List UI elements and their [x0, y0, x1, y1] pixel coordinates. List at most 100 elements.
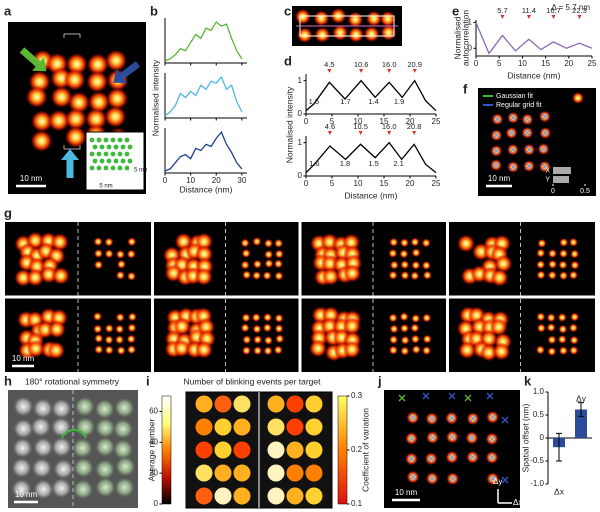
- fit-cross: [541, 163, 549, 170]
- axis-label: Δy: [493, 477, 502, 486]
- blob: [399, 238, 409, 248]
- blob: [94, 459, 115, 480]
- panel-label: h: [4, 373, 12, 388]
- blob: [93, 324, 103, 334]
- y-tick-label: 40: [149, 437, 158, 446]
- peak-marker: [387, 131, 392, 135]
- peak-marker: [359, 69, 364, 73]
- arrow-head: [113, 68, 128, 84]
- blob: [31, 458, 52, 479]
- fit-cross: [488, 454, 496, 461]
- inset-dot: [96, 151, 102, 157]
- x-tick-label: 5: [330, 179, 335, 188]
- axis-title: Distance (nm): [345, 190, 398, 200]
- blob: [569, 345, 579, 355]
- arrow-head: [32, 57, 47, 72]
- blob: [115, 312, 125, 322]
- blob: [95, 417, 116, 438]
- blob: [410, 323, 420, 333]
- line: [164, 75, 243, 117]
- panel-label: e: [452, 3, 459, 18]
- blob: [363, 26, 380, 43]
- blob: [242, 335, 252, 345]
- y-tick-label: 0: [154, 499, 159, 508]
- blob: [94, 334, 104, 344]
- blob: [127, 312, 137, 322]
- inset-dot: [120, 144, 126, 150]
- blob: [570, 312, 580, 322]
- blob: [115, 324, 125, 334]
- peak-marker: [327, 69, 332, 73]
- blob: [570, 260, 580, 270]
- blob: [547, 346, 557, 356]
- blob: [546, 323, 556, 333]
- blob: [73, 479, 94, 500]
- blob: [13, 396, 34, 417]
- target: [214, 441, 232, 459]
- target: [267, 487, 285, 505]
- axis-title: Normalised: [452, 16, 462, 59]
- inset-dot: [110, 151, 116, 157]
- arrow: [119, 61, 141, 79]
- blob: [30, 416, 51, 437]
- inset-dot: [117, 151, 123, 157]
- blob: [389, 237, 399, 247]
- blob: [410, 237, 420, 247]
- fit-cross: [541, 113, 549, 120]
- axis-title: autocorrelation: [460, 10, 470, 67]
- target: [233, 487, 251, 505]
- blob: [389, 260, 399, 270]
- blob: [262, 323, 272, 333]
- blob: [399, 312, 409, 322]
- peak-label: 10.5: [353, 122, 368, 131]
- inset-dot: [89, 137, 95, 143]
- line: [164, 130, 243, 172]
- blob: [85, 108, 108, 131]
- colorbar: [337, 395, 348, 505]
- panel-label: c: [284, 3, 291, 18]
- peak-marker: [526, 15, 531, 19]
- blob: [116, 259, 126, 269]
- axis-title: Spatial offset (nm): [520, 403, 530, 472]
- blob: [112, 418, 133, 439]
- peak-marker: [577, 15, 582, 19]
- blob: [274, 249, 284, 259]
- axis-label: Δx: [513, 498, 522, 507]
- blob: [95, 436, 116, 457]
- blob: [557, 312, 567, 322]
- blob: [264, 238, 274, 248]
- fit-cross: [509, 163, 517, 171]
- blob: [241, 248, 251, 258]
- blob: [342, 317, 361, 336]
- inset-dot: [127, 158, 133, 164]
- fit-cross: [489, 413, 496, 421]
- blob: [115, 456, 136, 477]
- category-label: Δy: [576, 394, 587, 404]
- category-label: Y: [545, 176, 550, 183]
- grid-cross: [501, 416, 509, 424]
- blob: [33, 479, 54, 500]
- x-tick-label: 0: [304, 117, 309, 126]
- category-label: X: [545, 167, 550, 174]
- blob: [263, 335, 273, 345]
- blob: [51, 417, 72, 438]
- blob: [536, 270, 546, 280]
- blob: [86, 53, 109, 76]
- blob: [400, 346, 410, 356]
- axis-title: Distance (nm): [508, 70, 561, 80]
- panel-label: a: [4, 3, 12, 18]
- x-tick-label: 10: [518, 59, 527, 68]
- blob: [422, 346, 432, 356]
- blob: [421, 238, 431, 248]
- y-tick-label: 1: [298, 76, 303, 85]
- colorbar: [161, 395, 172, 505]
- peak-label: 11.4: [522, 6, 536, 15]
- panel-label: j: [377, 373, 382, 388]
- inset-dot: [89, 151, 95, 157]
- inset-dot: [99, 144, 105, 150]
- x-tick-label: 10: [354, 117, 363, 126]
- blob: [274, 324, 284, 334]
- blob: [400, 270, 410, 280]
- blob: [294, 8, 311, 25]
- blob: [51, 266, 70, 285]
